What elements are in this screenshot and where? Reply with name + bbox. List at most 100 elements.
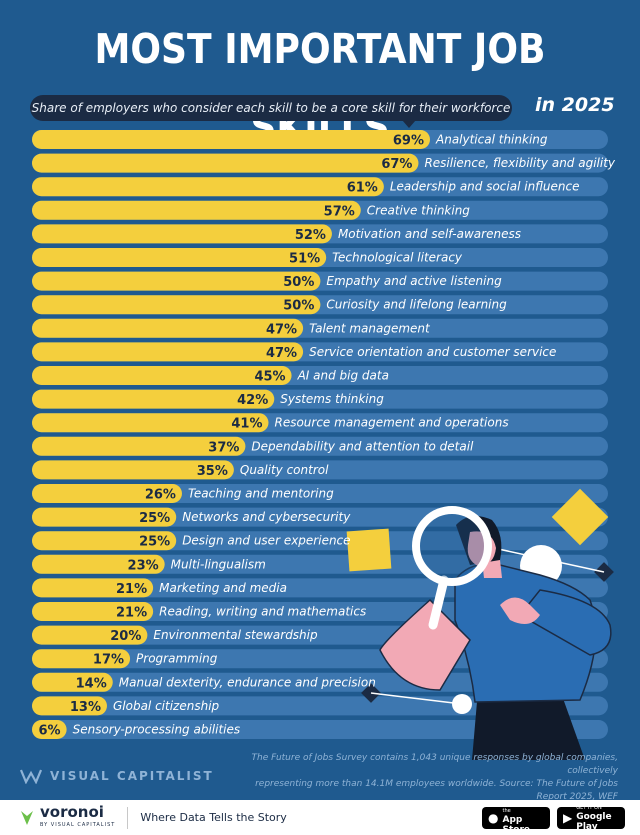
- small-white-circle: [452, 694, 472, 714]
- bar-value-label: 25%: [139, 535, 170, 550]
- bar: [32, 224, 332, 244]
- bar-value-label: 37%: [208, 440, 239, 455]
- bar-value-label: 14%: [76, 676, 107, 691]
- bars: [32, 130, 430, 739]
- footnote-line-1: The Future of Jobs Survey contains 1,043…: [251, 753, 618, 776]
- category-label: Analytical thinking: [435, 133, 548, 147]
- bar-value-label: 47%: [266, 346, 297, 361]
- category-label: Technological literacy: [332, 251, 463, 265]
- bar-value-label: 21%: [116, 606, 147, 621]
- category-label: Service orientation and customer service: [309, 345, 556, 359]
- bar: [32, 484, 182, 503]
- bar-value-label: 69%: [393, 134, 424, 149]
- bar-value-label: 13%: [70, 700, 101, 715]
- magnifier-lens: [412, 506, 492, 586]
- bar: [32, 696, 107, 716]
- year-label: in 2025: [535, 94, 615, 116]
- bar-value-label: 6%: [39, 724, 61, 739]
- bar-value-label: 51%: [289, 252, 320, 267]
- bar-track: [32, 720, 608, 739]
- bar-text: 69% Analytical thinking 67% Resilience, fle…: [39, 133, 616, 739]
- bar-value-label: 25%: [139, 511, 170, 526]
- category-label: Global citizenship: [113, 699, 220, 713]
- bar: [32, 720, 67, 739]
- category-label: Design and user experience: [182, 534, 350, 548]
- bar: [32, 436, 246, 456]
- bar-value-label: 61%: [347, 181, 378, 196]
- category-label: Resilience, flexibility and agility: [424, 156, 615, 170]
- bar: [32, 578, 154, 598]
- apple-icon: ●: [488, 811, 499, 825]
- bar-value-label: 17%: [93, 653, 124, 668]
- bar: [32, 625, 148, 645]
- category-label: Teaching and mentoring: [188, 487, 334, 501]
- bar-value-label: 35%: [197, 464, 228, 479]
- bar: [32, 271, 321, 291]
- bar: [32, 507, 177, 527]
- bar-value-label: 52%: [295, 228, 326, 243]
- voronoi-logo[interactable]: voronoi BY VISUAL CAPITALIST: [20, 804, 115, 831]
- person-with-magnifier-illustration: [346, 488, 614, 760]
- bar: [32, 554, 165, 574]
- category-label: AI and big data: [297, 369, 389, 383]
- bar: [32, 672, 113, 692]
- bar: [32, 602, 154, 621]
- bar-value-label: 47%: [266, 322, 297, 337]
- voronoi-leaf-icon: [21, 810, 33, 825]
- bar: [32, 248, 327, 267]
- bar: [32, 318, 304, 338]
- bar-value-label: 50%: [283, 275, 314, 290]
- category-label: Sensory-processing abilities: [73, 723, 241, 737]
- category-label: Quality control: [240, 463, 329, 477]
- footnote-line-2: representing more than 14.1M employees w…: [255, 779, 618, 802]
- magnifier-handle: [428, 575, 449, 630]
- vc-logo-icon: [20, 769, 42, 784]
- category-label: Empathy and active listening: [326, 274, 502, 288]
- bar-value-label: 50%: [283, 299, 314, 314]
- bar: [32, 649, 131, 669]
- category-label: Talent management: [309, 321, 431, 335]
- bar-value-label: 67%: [381, 157, 412, 172]
- app-store-big: App Store: [502, 815, 530, 835]
- category-label: Marketing and media: [159, 581, 287, 595]
- footnote: The Future of Jobs Survey contains 1,043…: [230, 752, 618, 804]
- bar-value-label: 21%: [116, 582, 147, 597]
- bar-value-label: 45%: [254, 370, 285, 385]
- google-play-small: GET IT ON: [576, 804, 602, 811]
- category-label: Motivation and self-awareness: [338, 227, 521, 241]
- bar-track: [32, 649, 608, 669]
- app-store-small: Download on the: [502, 801, 536, 814]
- category-label: Networks and cybersecurity: [182, 510, 351, 524]
- bar: [32, 342, 304, 362]
- bar: [32, 130, 430, 149]
- footer-divider: [127, 806, 129, 829]
- category-label: Programming: [136, 652, 218, 666]
- bar-value-label: 42%: [237, 393, 268, 408]
- bar: [32, 295, 321, 315]
- app-store-button[interactable]: ● Download on the App Store: [482, 801, 550, 835]
- subtitle: Share of employers who consider each ski…: [30, 95, 512, 128]
- google-play-button[interactable]: ▶ GET IT ON Google Play: [557, 804, 625, 832]
- bar-value-label: 20%: [110, 629, 141, 644]
- person-arm-right: [518, 589, 612, 656]
- bar: [32, 413, 269, 433]
- category-label: Leadership and social influence: [390, 180, 580, 194]
- google-play-big: Google Play: [576, 811, 612, 832]
- bar: [32, 200, 361, 220]
- google-play-icon: ▶: [563, 811, 573, 825]
- bar: [32, 531, 177, 551]
- category-label: Creative thinking: [367, 203, 471, 217]
- bar-track: [32, 554, 608, 574]
- bar: [32, 177, 384, 197]
- category-label: Manual dexterity, endurance and precisio…: [119, 675, 376, 689]
- tagline: Where Data Tells the Story: [140, 811, 287, 824]
- bar-value-label: 57%: [324, 204, 355, 219]
- category-label: Reading, writing and mathematics: [159, 605, 366, 619]
- category-label: Systems thinking: [280, 392, 384, 406]
- bar: [32, 366, 292, 385]
- footer-bar: voronoi BY VISUAL CAPITALIST Where Data …: [0, 800, 640, 835]
- bar: [32, 460, 234, 480]
- bar: [32, 389, 275, 409]
- bar: [32, 153, 419, 173]
- visual-capitalist-logo[interactable]: VISUAL CAPITALIST: [20, 768, 214, 784]
